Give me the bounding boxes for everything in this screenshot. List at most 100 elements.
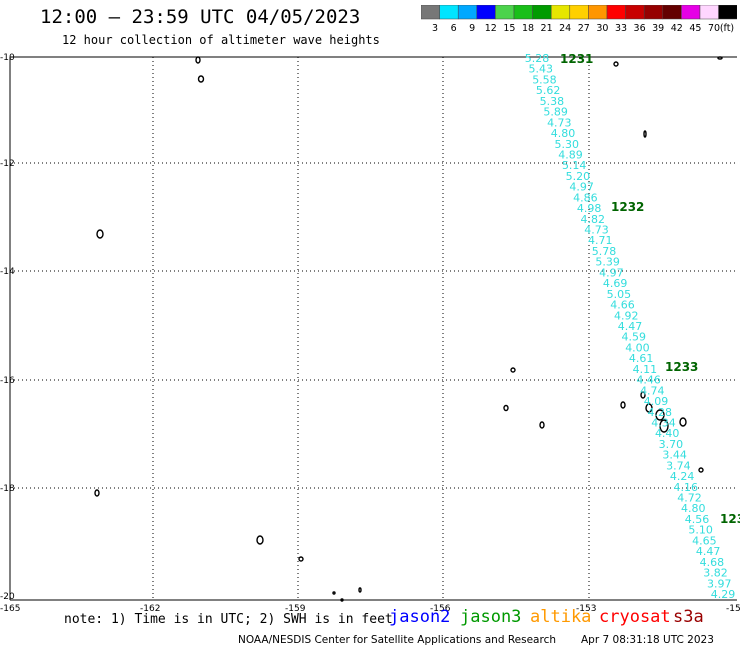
swh-value-label: 5.30 (555, 138, 580, 151)
island-outline (645, 403, 653, 413)
island-outline (195, 56, 201, 64)
colorbar-label: 18 (522, 23, 534, 34)
island-outline (332, 591, 336, 595)
swh-value-label: 4.28 (648, 406, 673, 419)
swh-value-label: 4.56 (685, 513, 710, 526)
swh-value-label: 4.59 (621, 331, 646, 344)
swh-value-label: 4.71 (588, 234, 613, 247)
swh-value-label: 4.24 (670, 470, 695, 483)
swh-value-label: 4.80 (551, 127, 576, 140)
swh-value-label: 5.28 (525, 52, 550, 65)
swh-value-label: 5.78 (592, 245, 617, 258)
colorbar-label: 70 (708, 23, 720, 34)
colorbar-label: 21 (541, 23, 553, 34)
swh-value-label: 3.44 (662, 449, 687, 462)
swh-value-label: 4.73 (547, 116, 572, 129)
swh-value-label: 5.62 (536, 84, 561, 97)
lat-tick-label: -16 (0, 376, 15, 386)
lon-tick-label: -15 (726, 604, 740, 614)
swh-value-label: 4.65 (692, 534, 717, 547)
lon-tick-label: -165 (0, 604, 20, 614)
colorbar-label: (ft) (720, 23, 734, 34)
island-outline (698, 467, 704, 473)
swh-value-label: 3.82 (703, 567, 728, 580)
swh-value-label: 4.61 (629, 352, 654, 365)
map-subtitle: 12 hour collection of altimeter wave hei… (62, 33, 380, 47)
swh-value-label: 4.69 (603, 277, 628, 290)
colorbar-label: 45 (689, 23, 701, 34)
lon-tick-label: -159 (285, 604, 306, 614)
pass-number-label: 123 (720, 512, 740, 526)
colorbar-label: 27 (578, 23, 590, 34)
swh-value-label: 5.43 (528, 63, 553, 76)
island-outline (197, 75, 205, 83)
lat-tick-label: -20 (0, 592, 15, 602)
swh-value-label: 4.86 (573, 191, 598, 204)
swh-value-label: 4.72 (677, 492, 702, 505)
colorbar-label: 24 (559, 23, 571, 34)
swh-value-label: 5.38 (540, 95, 565, 108)
colorbar-label: 12 (485, 23, 497, 34)
swh-value-label: 4.09 (644, 395, 669, 408)
swh-value-label: 4.92 (614, 309, 639, 322)
lon-tick-label: -162 (140, 604, 160, 614)
swh-value-label: 4.97 (599, 266, 624, 279)
swh-value-label: 3.74 (666, 459, 691, 472)
island-outline (96, 229, 104, 239)
swh-value-label: 4.29 (711, 588, 736, 601)
swh-value-label: 3.70 (659, 438, 684, 451)
swh-value-label: 4.68 (700, 556, 725, 569)
colorbar-label: 36 (634, 23, 646, 34)
legend-altika: altika (530, 607, 592, 627)
swh-value-label: 4.74 (640, 384, 665, 397)
lat-tick-label: -10 (0, 53, 15, 63)
swh-value-label: 4.34 (651, 416, 676, 429)
swh-value-label: 5.10 (688, 524, 713, 537)
swh-value-label: 4.80 (681, 502, 706, 515)
colorbar-swatch (718, 5, 737, 20)
swh-value-label: 4.46 (636, 374, 661, 387)
colorbar-label: 42 (671, 23, 683, 34)
legend-jason3: jason3 (460, 607, 522, 627)
lon-tick-label: -156 (430, 604, 451, 614)
legend-cryosat: cryosat (599, 607, 671, 627)
island-outline (620, 401, 626, 409)
swh-value-label: 4.00 (625, 341, 650, 354)
island-outline (94, 489, 100, 497)
swh-value-label: 4.47 (696, 545, 721, 558)
map-title: 12:00 — 23:59 UTC 04/05/2023 (40, 6, 361, 28)
island-outline (298, 556, 304, 562)
legend-s3a: s3a (673, 607, 704, 627)
colorbar-label: 39 (652, 23, 664, 34)
island-outline (503, 404, 509, 412)
island-outline (679, 417, 687, 427)
swh-value-label: 4.11 (633, 363, 658, 376)
lat-tick-label: -14 (0, 267, 15, 277)
swh-colorbar: 3 6 9 12 15 18 21 24 27 30 33 36 39 42 45 70 (ft) (421, 5, 737, 34)
swh-value-label: 5.89 (543, 106, 568, 119)
swh-value-label: 4.82 (581, 213, 606, 226)
swh-value-label: 4.66 (610, 299, 635, 312)
island-outline (539, 421, 545, 429)
pass-number-label: 1233 (665, 360, 698, 374)
island-outline (256, 535, 264, 545)
credit-text: NOAA/NESDIS Center for Satellite Applica… (238, 634, 556, 646)
swh-value-label: 5.20 (566, 170, 591, 183)
swh-value-label: 5.14 (562, 159, 587, 172)
island-outline (640, 391, 646, 399)
colorbar-label: 6 (451, 23, 457, 34)
colorbar-label: 9 (469, 23, 475, 34)
colorbar-label: 15 (503, 23, 515, 34)
swh-value-label: 3.97 (707, 577, 732, 590)
swh-value-label: 4.98 (577, 202, 602, 215)
island-outline (717, 56, 723, 60)
lat-tick-label: -12 (0, 159, 15, 169)
island-outline (659, 419, 669, 433)
swh-value-label: 5.39 (595, 256, 620, 269)
swh-value-label: 4.97 (569, 181, 594, 194)
swh-value-label: 4.89 (558, 148, 583, 161)
swh-value-label: 5.05 (607, 288, 632, 301)
legend-jason2: jason2 (389, 607, 451, 627)
swh-value-label: 4.16 (674, 481, 699, 494)
